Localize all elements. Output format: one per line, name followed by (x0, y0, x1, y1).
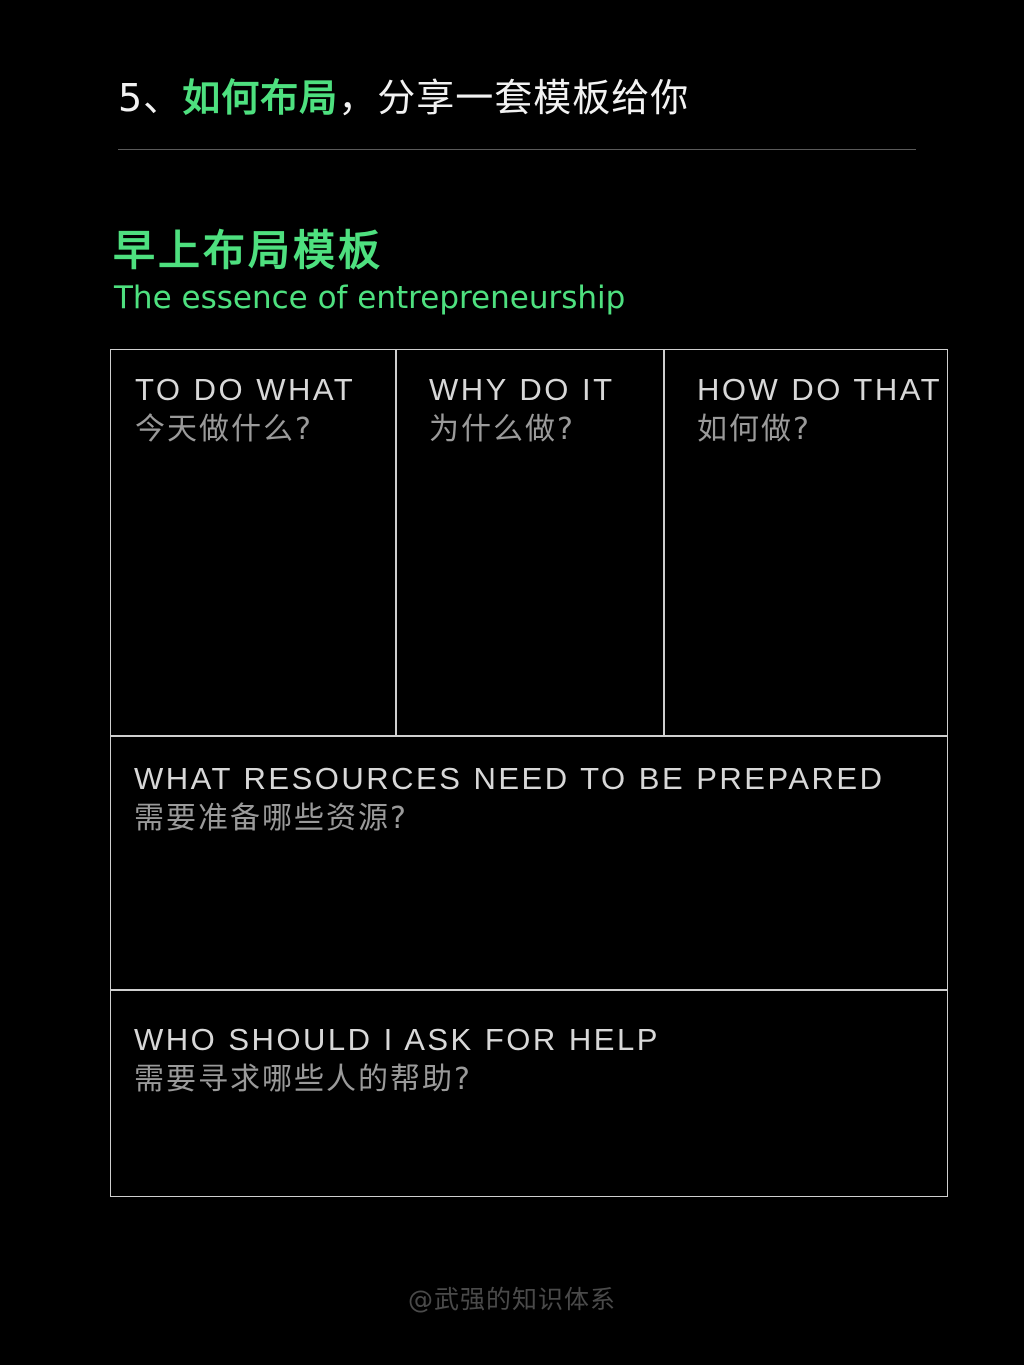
cell-heading-en: WHAT RESOURCES NEED TO BE PREPARED (134, 761, 885, 796)
page-header: 5、如何布局，分享一套模板给你 (118, 72, 689, 124)
cell-heading-zh: 为什么做? (429, 412, 575, 447)
cell-heading-zh: 需要准备哪些资源? (134, 801, 408, 836)
grid-divider-vertical-1 (395, 350, 397, 736)
cell-heading-zh: 如何做? (697, 412, 811, 447)
cell-heading-zh: 今天做什么? (135, 412, 313, 447)
cell-to-do-what: TO DO WHAT 今天做什么? (135, 370, 355, 450)
cell-ask-for-help: WHO SHOULD I ASK FOR HELP 需要寻求哪些人的帮助? (134, 1020, 660, 1100)
section-title: 早上布局模板 (113, 226, 384, 275)
header-divider (118, 149, 916, 150)
cell-resources: WHAT RESOURCES NEED TO BE PREPARED 需要准备哪… (134, 759, 885, 839)
grid-divider-horizontal-2 (111, 989, 947, 991)
cell-heading-zh: 需要寻求哪些人的帮助? (134, 1062, 472, 1097)
header-accent: 如何布局 (182, 76, 339, 120)
template-grid: TO DO WHAT 今天做什么? WHY DO IT 为什么做? HOW DO… (110, 349, 948, 1197)
header-number: 5、 (118, 76, 183, 120)
header-rest: ，分享一套模板给你 (338, 76, 690, 120)
cell-why-do-it: WHY DO IT 为什么做? (429, 370, 615, 450)
grid-divider-vertical-2 (663, 350, 665, 736)
cell-heading-en: HOW DO THAT (697, 372, 943, 407)
watermark: @武强的知识体系 (407, 1285, 616, 1314)
cell-heading-en: WHO SHOULD I ASK FOR HELP (134, 1022, 660, 1057)
cell-heading-en: TO DO WHAT (135, 372, 356, 407)
grid-divider-horizontal-1 (111, 735, 947, 737)
section-subtitle: The essence of entrepreneurship (114, 280, 626, 316)
cell-heading-en: WHY DO IT (429, 372, 615, 407)
cell-how-do-that: HOW DO THAT 如何做? (697, 370, 942, 450)
